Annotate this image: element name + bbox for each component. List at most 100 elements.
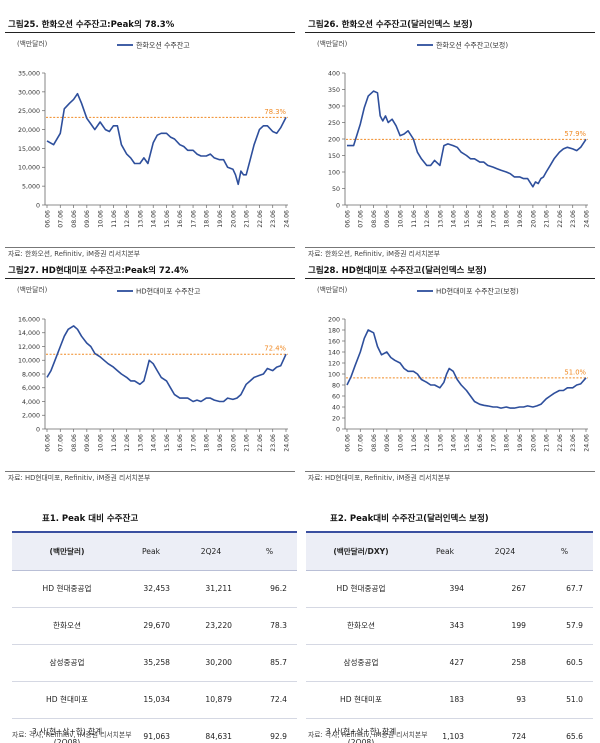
x-tick-label: 22.06 [557,210,564,228]
table-cell: 427 [416,644,474,682]
x-tick-label: 08.06 [371,434,378,452]
y-tick-label: 0 [336,202,340,209]
x-tick-label: 13.06 [137,210,144,228]
y-tick-label: 12,000 [18,344,40,351]
x-tick-label: 17.06 [490,210,497,228]
row-label-line: 3 사(현+삼+한) 합계 [325,726,397,736]
x-tick-label: 16.06 [177,210,184,228]
y-tick-label: 50 [332,186,340,193]
table-row: HD 현대중공업 32,453 31,211 96.2 [12,570,297,608]
legend-label: 한화오션 수주잔고(보정) [436,41,508,50]
x-tick-label: 19.06 [217,434,224,452]
y-tick-label: 0 [36,202,40,209]
table-cell: 724 [474,718,536,743]
figure-27: 그림27. HD현대미포 수주잔고:Peak의 72.4% (백만달러) HD현대… [5,264,295,484]
x-tick-label: 17.06 [190,210,197,228]
y-tick-label: 40 [332,404,340,411]
column-header: Peak [122,531,180,571]
legend-label: 한화오션 수주잔고 [136,41,190,50]
x-tick-label: 14.06 [451,434,458,452]
y-tick-label: 35,000 [18,70,40,77]
y-tick-label: 160 [328,338,340,345]
x-tick-label: 18.06 [504,434,511,452]
x-tick-label: 14.06 [151,434,158,452]
y-tick-label: 150 [328,153,340,160]
y-tick-label: 200 [328,136,340,143]
x-tick-label: 08.06 [71,210,78,228]
table-cell: 199 [474,607,536,645]
y-tick-label: 140 [328,349,340,356]
table-cell: 258 [474,644,536,682]
source-note: 자료: HD현대미포, Refinitiv, iM증권 리서치본부 [308,474,451,482]
source-note: 자료: 한화오션, Refinitiv, iM증권 리서치본부 [8,250,140,258]
y-tick-label: 120 [328,360,340,367]
figure-26: 그림26. 한화오션 수주잔고(달러인덱스 보정) (백만달러) 한화오션 수주잔… [305,18,595,260]
table-row: 삼성중공업 427 258 60.5 [306,644,593,682]
x-tick-label: 12.06 [124,210,131,228]
x-tick-label: 11.06 [411,434,418,452]
table-cell: 394 [416,570,474,608]
x-tick-label: 13.06 [137,434,144,452]
x-tick-label: 07.06 [358,434,365,452]
row-label: 3 사(현+삼+한) 합계 (2Q08) [12,718,122,743]
x-tick-label: 17.06 [190,434,197,452]
table-cell: 67.7 [536,570,593,608]
x-tick-label: 23.06 [270,210,277,228]
y-tick-label: 25,000 [18,108,40,115]
x-tick-label: 19.06 [517,210,524,228]
x-tick-label: 06.06 [44,434,51,452]
y-tick-label: 350 [328,87,340,94]
y-tick-label: 30,000 [18,89,40,96]
y-tick-label: 200 [328,316,340,323]
column-header: (백만달러/DXY) [306,531,416,571]
table-cell: 1,103 [416,718,474,743]
row-label-line: 3 사(현+삼+한) 합계 [31,726,103,736]
source-rule [305,471,595,472]
row-label: 삼성중공업 [12,644,122,682]
table-cell: 51.0 [536,681,593,719]
x-tick-label: 09.06 [84,434,91,452]
table1-source: 자료: 각사, Refinitiv, iM증권 리서치본부 [12,731,132,739]
y-tick-label: 6,000 [22,385,40,392]
x-tick-label: 14.06 [151,210,158,228]
x-tick-label: 17.06 [490,434,497,452]
y-tick-label: 400 [328,70,340,77]
x-tick-label: 10.06 [98,210,105,228]
unit-label: (백만달러) [317,39,348,48]
table1-title: 표1. Peak 대비 수주잔고 [42,514,139,524]
y-tick-label: 60 [332,393,340,400]
table-cell: 65.6 [536,718,593,743]
x-tick-label: 21.06 [544,434,551,452]
table-cell: 57.9 [536,607,593,645]
table-row: HD 현대미포 15,034 10,879 72.4 [12,681,297,719]
x-tick-label: 15.06 [164,434,171,452]
table-row: HD 현대중공업 394 267 67.7 [306,570,593,608]
x-tick-label: 24.06 [283,434,290,452]
figure-title: 그림27. HD현대미포 수주잔고:Peak의 72.4% [8,266,189,276]
row-label: HD 현대미포 [306,681,416,719]
y-tick-label: 180 [328,327,340,334]
table-cell: 30,200 [180,644,242,682]
source-note: 자료: HD현대미포, Refinitiv, iM증권 리서치본부 [8,474,151,482]
x-tick-label: 23.06 [570,434,577,452]
figure-title: 그림26. 한화오션 수주잔고(달러인덱스 보정) [308,20,473,30]
y-tick-label: 0 [36,426,40,433]
x-tick-label: 12.06 [424,434,431,452]
x-tick-label: 11.06 [111,210,118,228]
column-header: 2Q24 [474,531,536,571]
x-tick-label: 15.06 [464,434,471,452]
x-tick-label: 07.06 [58,434,65,452]
figure-28: 그림28. HD현대미포 수주잔고(달러인덱스 보정) (백만달러) HD현대미포… [305,264,595,484]
x-tick-label: 13.06 [437,434,444,452]
row-label: HD 현대중공업 [12,570,122,608]
x-tick-label: 13.06 [437,210,444,228]
table-row: 한화오션 29,670 23,220 78.3 [12,607,297,645]
table-row: 삼성중공업 35,258 30,200 85.7 [12,644,297,682]
x-tick-label: 20.06 [530,210,537,228]
column-header: (백만달러) [12,531,122,571]
table-cell: 343 [416,607,474,645]
x-tick-label: 24.06 [583,434,590,452]
column-header: Peak [416,531,474,571]
unit-label: (백만달러) [17,39,48,48]
figure-title: 그림28. HD현대미포 수주잔고(달러인덱스 보정) [308,266,487,276]
